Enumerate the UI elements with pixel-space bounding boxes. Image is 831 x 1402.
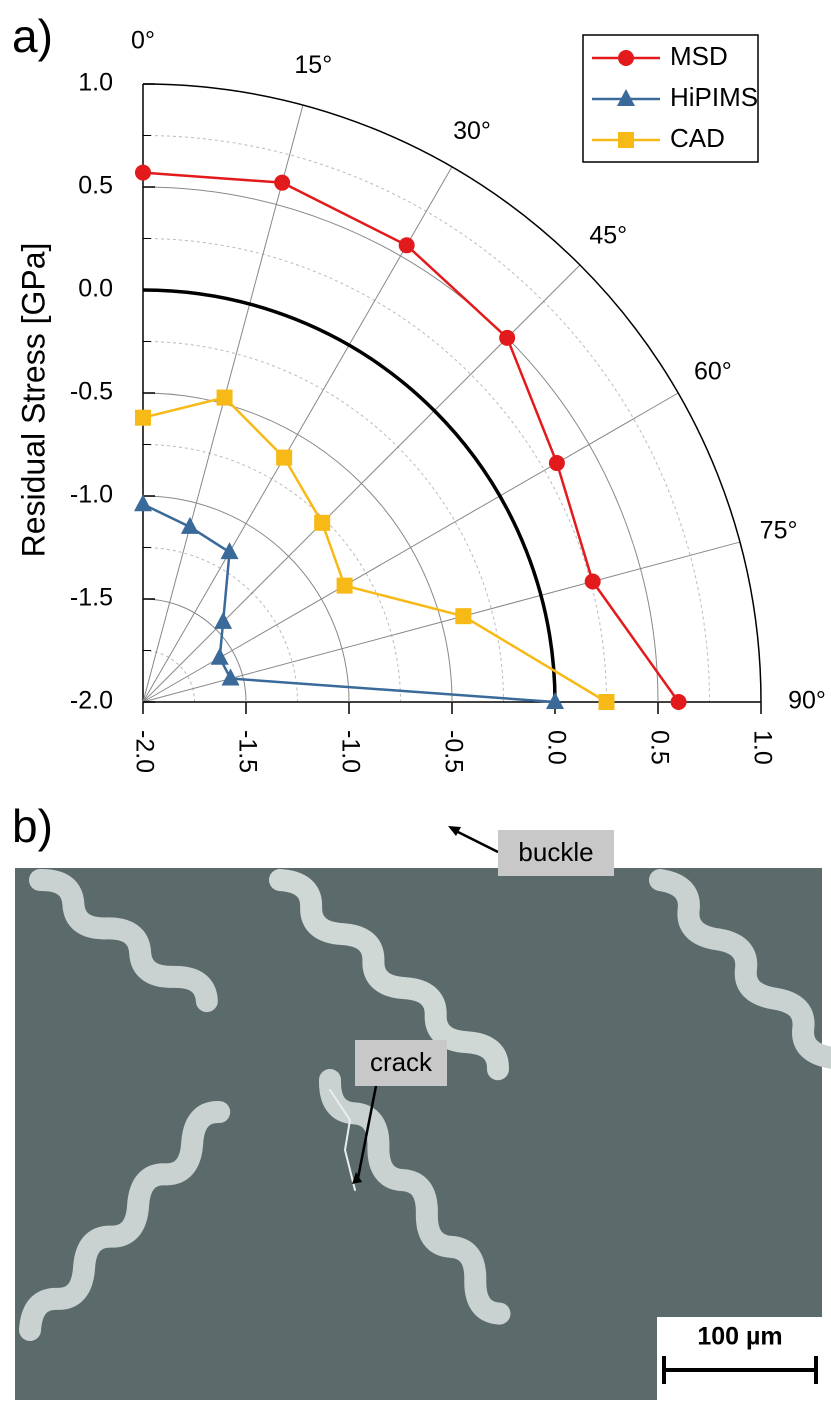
- marker: [336, 577, 353, 594]
- annotation: buckle: [518, 837, 593, 867]
- marker: [617, 89, 635, 106]
- legend-label: CAD: [670, 123, 725, 153]
- x-tick-label: 1.0: [748, 730, 776, 765]
- annotation: crack: [370, 1047, 433, 1077]
- buckle-line: [19, 1101, 231, 1341]
- y-tick-label: 1.0: [78, 69, 113, 97]
- arrowhead: [448, 826, 461, 836]
- marker: [216, 389, 233, 406]
- marker: [274, 174, 291, 191]
- marker: [221, 668, 240, 686]
- marker: [670, 694, 687, 710]
- scale-bar-box: [657, 1317, 822, 1400]
- marker: [135, 409, 151, 426]
- x-tick-label: -1.5: [233, 730, 261, 773]
- angle-tick-label: 45°: [589, 221, 627, 249]
- x-tick-label: -1.0: [336, 730, 364, 773]
- minor-grid-arc: [142, 238, 607, 703]
- marker: [210, 647, 229, 665]
- marker: [584, 573, 601, 590]
- marker: [546, 692, 564, 709]
- marker: [548, 455, 565, 472]
- polar-plot: 0° 15° 30° 45° 60° 75° 90° -2.0 -2.0 -1.5 -1.5 -1.0…: [70, 27, 826, 773]
- series-line: [142, 503, 556, 704]
- arrow: [451, 827, 499, 854]
- marker: [618, 50, 634, 66]
- legend-label: MSD: [670, 41, 728, 71]
- buckle-line: [319, 1069, 511, 1325]
- legend: MSD HiPIMS CAD: [582, 34, 759, 163]
- angle-tick-label: 60°: [694, 358, 732, 386]
- grid-arc: [142, 83, 762, 703]
- panel-label: a): [12, 10, 53, 62]
- angle-tick-label: 30°: [453, 117, 491, 145]
- marker: [618, 132, 634, 148]
- marker: [499, 329, 516, 346]
- marker: [135, 164, 151, 181]
- x-tick-label: -0.5: [439, 730, 467, 773]
- y-axis-label: Residual Stress [GPa]: [15, 243, 51, 558]
- marker: [134, 494, 152, 512]
- panel-label: b): [12, 800, 53, 852]
- y-tick-label: -1.5: [70, 584, 113, 612]
- buckle-line: [649, 869, 831, 1069]
- marker: [220, 542, 239, 560]
- marker: [214, 611, 233, 629]
- marker: [314, 514, 331, 531]
- y-tick-label: -0.5: [70, 378, 113, 406]
- x-tick-label: -2.0: [130, 730, 158, 773]
- scale-bar-label: 100 µm: [697, 1323, 782, 1351]
- angle-tick-label: 0°: [131, 27, 155, 55]
- marker: [455, 608, 472, 625]
- angle-tick-label: 15°: [294, 51, 332, 79]
- y-tick-label: -2.0: [70, 687, 113, 715]
- crack-line: [329, 1089, 356, 1191]
- y-tick-label: 0.5: [78, 172, 113, 200]
- y-tick-label: 0.0: [78, 275, 113, 303]
- grid-arc: [142, 288, 557, 703]
- legend-label: HiPIMS: [670, 82, 758, 112]
- buckle-line: [29, 869, 218, 1013]
- marker: [276, 449, 293, 466]
- angle-tick-label: 90°: [788, 687, 826, 715]
- buckle-line: [269, 869, 509, 1081]
- marker: [398, 237, 415, 254]
- y-tick-label: -1.0: [70, 481, 113, 509]
- angle-tick-label: 75°: [760, 516, 798, 544]
- x-tick-label: 0.0: [542, 730, 570, 765]
- marker: [598, 694, 615, 710]
- annotation-box: [355, 1040, 447, 1086]
- x-tick-label: 0.5: [645, 730, 673, 765]
- arrowhead: [352, 1172, 362, 1184]
- buckle-pattern: [19, 869, 831, 1341]
- grid-arc: [142, 495, 350, 703]
- micrograph: buckle crack 100 µm: [15, 826, 831, 1400]
- marker: [180, 516, 199, 534]
- annotation-box: [498, 830, 614, 876]
